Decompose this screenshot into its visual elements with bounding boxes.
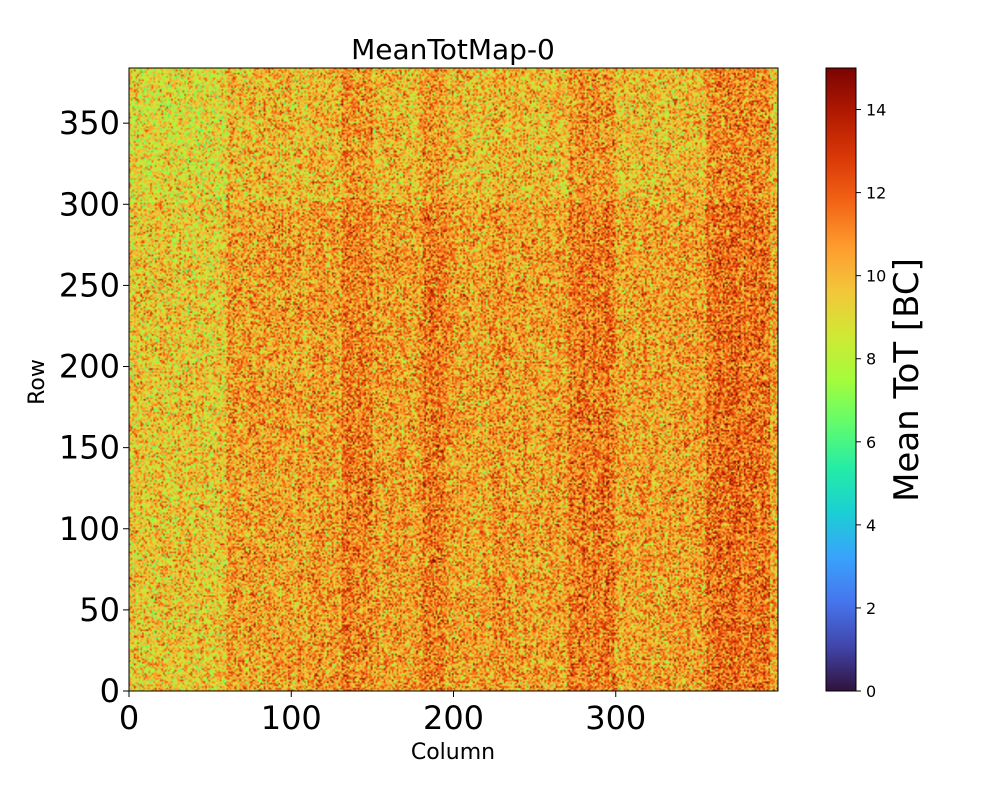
plot-area <box>128 67 779 692</box>
colorbar-tick-label: 0 <box>866 682 876 701</box>
x-tick-label: 100 <box>261 699 322 737</box>
y-tick-label: 150 <box>59 429 120 467</box>
colorbar-tick-label: 2 <box>866 599 876 618</box>
colorbar-tick-label: 8 <box>866 350 876 369</box>
x-tick-label: 300 <box>585 699 646 737</box>
colorbar-tick-label: 10 <box>866 267 886 286</box>
colorbar-tick-label: 6 <box>866 433 876 452</box>
colorbar-gradient <box>825 67 857 692</box>
colorbar: 0 2 4 6 8 10 12 14 Mean ToT [BC] <box>825 67 927 701</box>
y-tick-label: 0 <box>100 672 120 710</box>
colorbar-label: Mean ToT [BC] <box>887 258 927 502</box>
colorbar-tick-label: 4 <box>866 516 876 535</box>
chart-title: MeanTotMap-0 <box>351 33 555 66</box>
y-tick-label: 350 <box>59 104 120 142</box>
x-axis-ticks: 0 100 200 300 <box>119 691 646 737</box>
x-tick-label: 0 <box>119 699 139 737</box>
y-tick-label: 200 <box>59 348 120 386</box>
y-axis-label: Row <box>25 359 50 405</box>
colorbar-ticks: 0 2 4 6 8 10 12 14 <box>856 101 886 701</box>
x-axis-label: Column <box>411 740 495 765</box>
y-tick-label: 100 <box>59 510 120 548</box>
x-tick-label: 200 <box>423 699 484 737</box>
y-tick-label: 50 <box>79 591 120 629</box>
y-axis-ticks: 0 50 100 150 200 250 300 350 <box>59 104 129 710</box>
y-tick-label: 250 <box>59 266 120 304</box>
heatmap-image <box>129 68 778 691</box>
colorbar-tick-label: 12 <box>866 184 886 203</box>
y-tick-label: 300 <box>59 185 120 223</box>
colorbar-tick-label: 14 <box>866 101 886 120</box>
